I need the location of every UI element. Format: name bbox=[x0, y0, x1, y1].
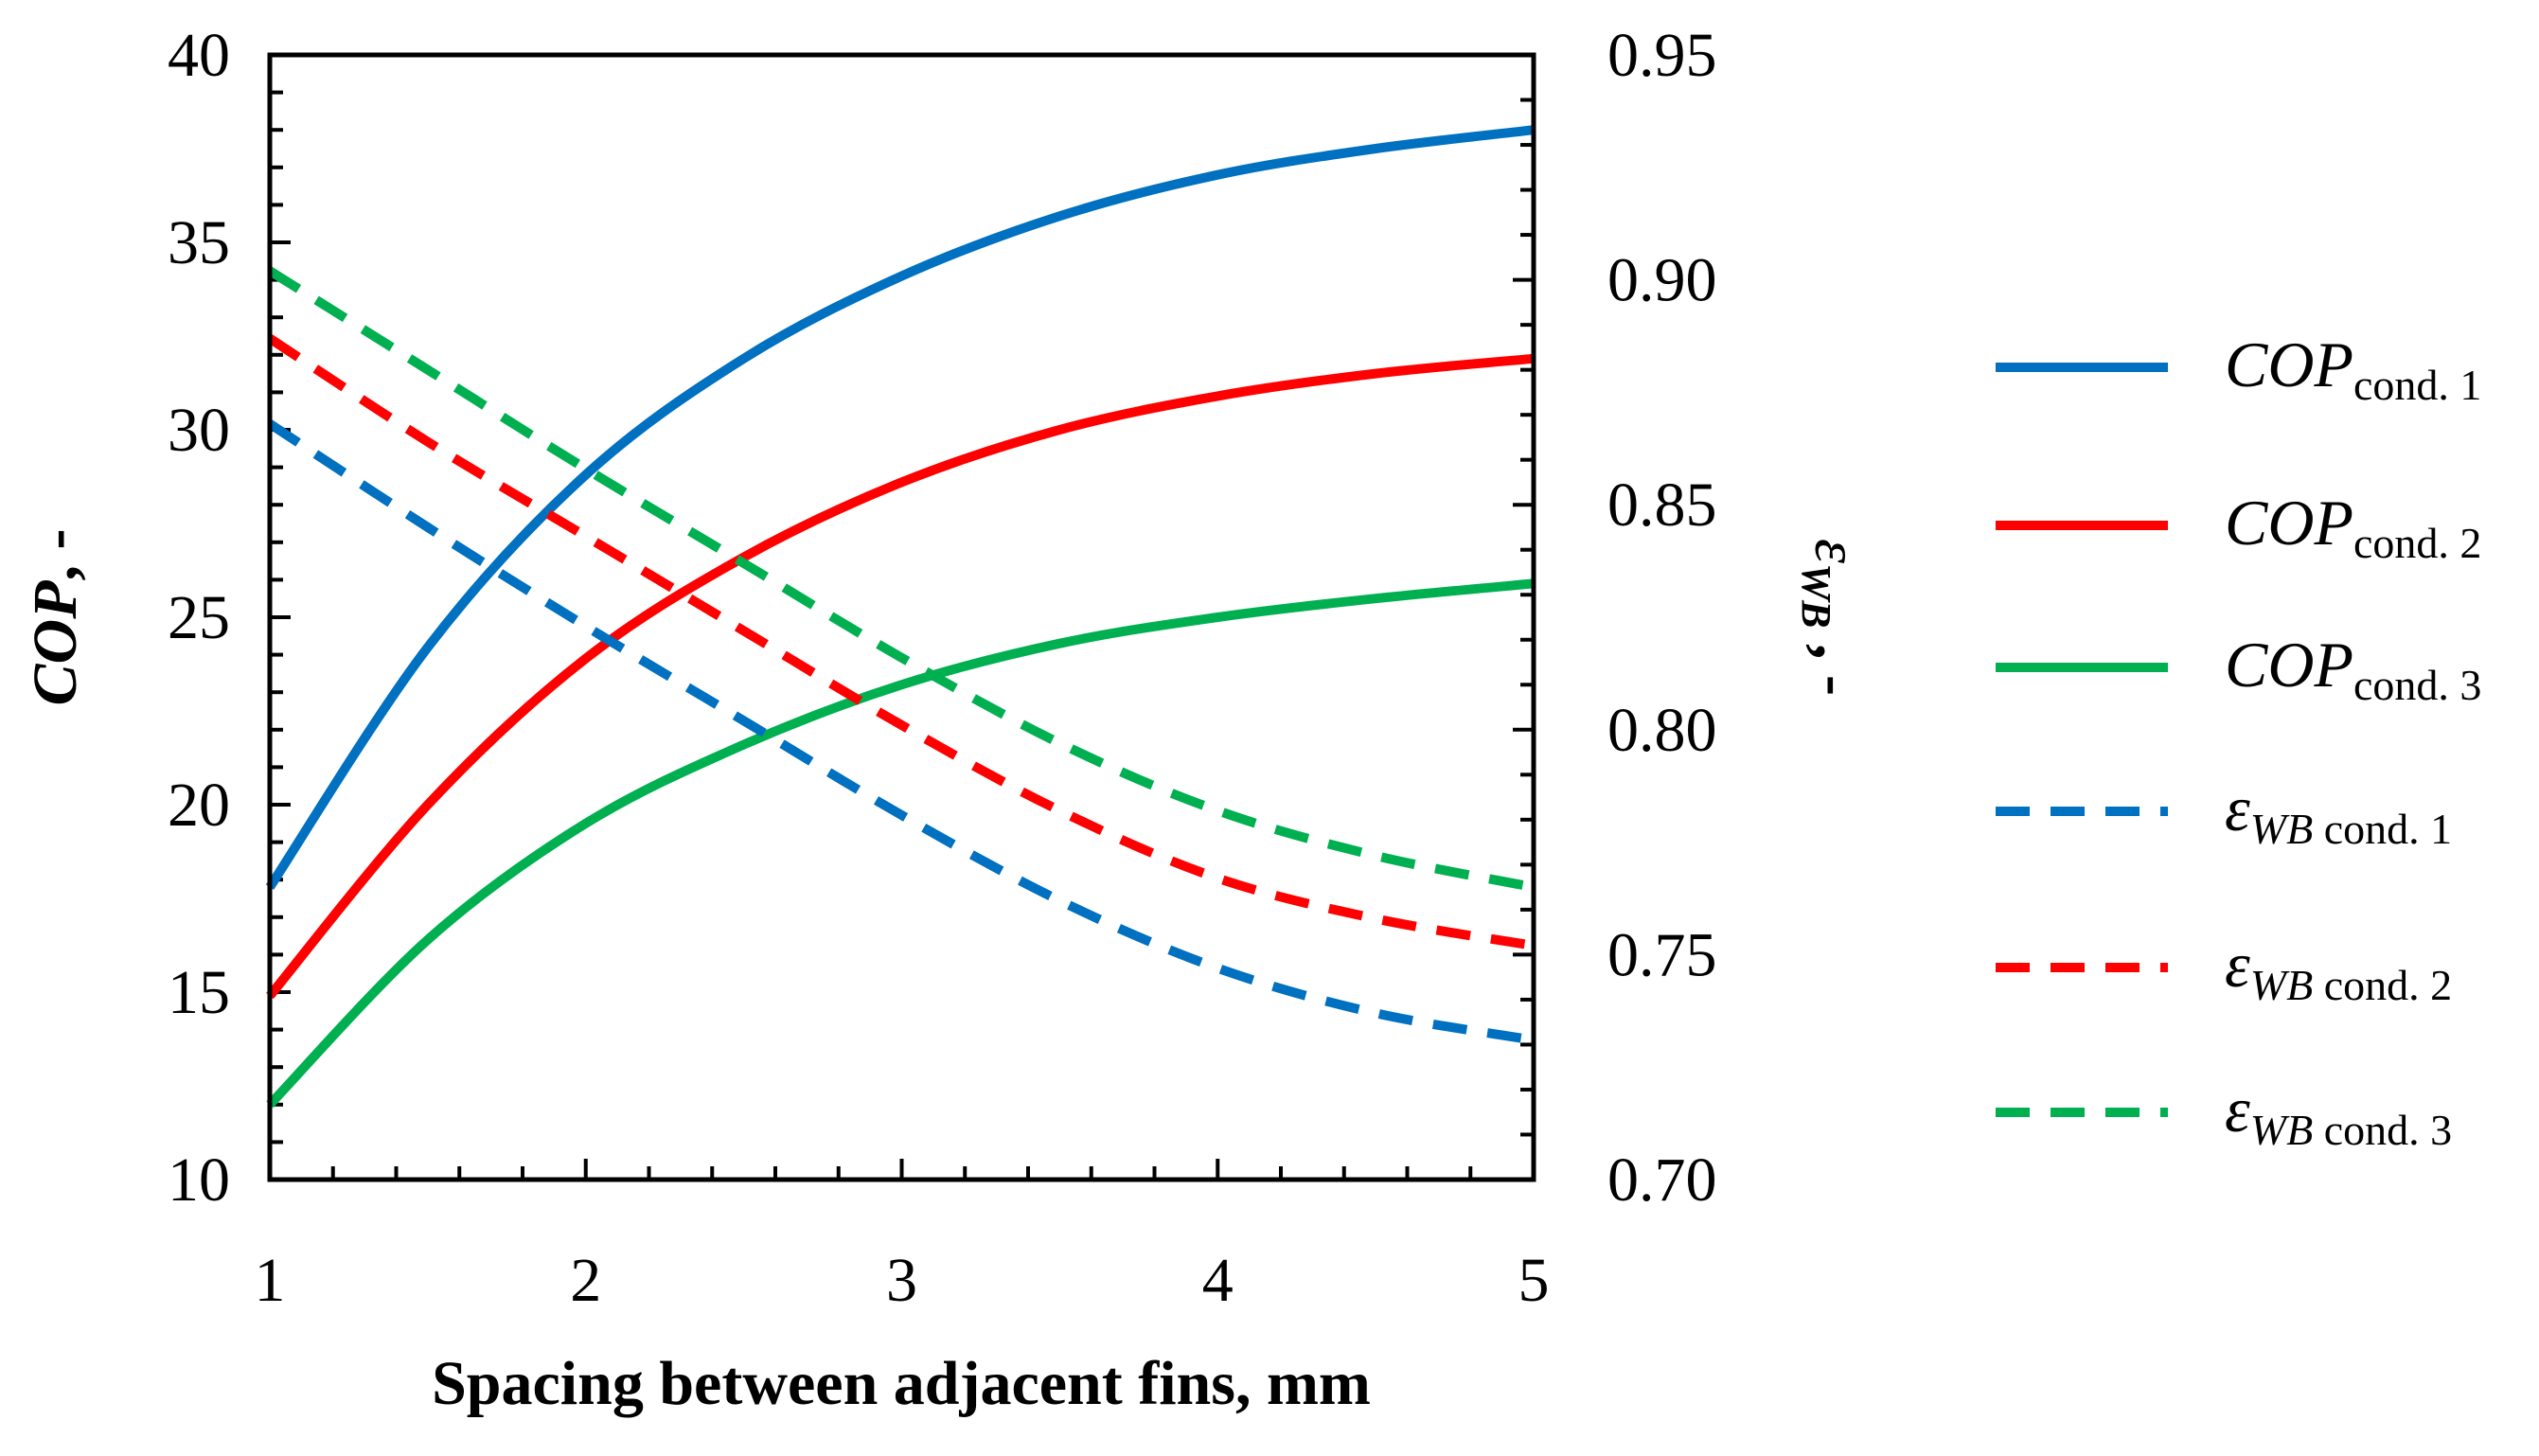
y-axis-left-title: COP, - bbox=[21, 529, 90, 706]
y-right-tick-label: 0.85 bbox=[1607, 471, 1717, 540]
series-line-6 bbox=[267, 266, 1535, 893]
y-right-tick-label: 0.95 bbox=[1607, 21, 1717, 90]
series-line-1 bbox=[265, 125, 1535, 890]
legend-label-5: εWB cond. 2 bbox=[2225, 929, 2452, 1009]
series-layer bbox=[265, 125, 1535, 1109]
y-right-tick-label: 0.90 bbox=[1607, 246, 1717, 315]
legend-label-1: COPcond. 1 bbox=[2225, 328, 2481, 409]
x-axis-title: Spacing between adjacent fins, mm bbox=[432, 1349, 1371, 1418]
legend-label-4: εWB cond. 1 bbox=[2225, 772, 2452, 853]
axis-ticks bbox=[268, 53, 1536, 1181]
y-left-tick-label: 40 bbox=[168, 21, 230, 90]
y-left-tick-label: 10 bbox=[168, 1145, 230, 1215]
x-tick-label: 4 bbox=[1202, 1246, 1234, 1315]
series-line-3 bbox=[266, 578, 1535, 1109]
y-left-tick-label: 30 bbox=[168, 396, 230, 465]
y-left-tick-label: 35 bbox=[168, 208, 230, 277]
series-line-4 bbox=[267, 419, 1535, 1045]
legend-label-3: COPcond. 3 bbox=[2225, 629, 2481, 709]
x-tick-label: 2 bbox=[570, 1246, 601, 1315]
legend-label-6: εWB cond. 3 bbox=[2225, 1074, 2452, 1154]
y-right-tick-label: 0.75 bbox=[1607, 920, 1717, 989]
y-right-title-sub: WB bbox=[1793, 563, 1839, 628]
plot-frame bbox=[267, 52, 1536, 1182]
y-left-tick-label: 25 bbox=[168, 583, 230, 652]
y-right-tick-label: 0.70 bbox=[1607, 1145, 1717, 1215]
legend-label-2: COPcond. 2 bbox=[2225, 487, 2481, 567]
series-line-5 bbox=[267, 334, 1535, 950]
y-axis-right-title: εWB , - bbox=[1793, 539, 1871, 696]
y-left-title-main: COP bbox=[21, 580, 90, 706]
y-left-tick-label: 20 bbox=[168, 771, 230, 840]
legend: COPcond. 1 COPcond. 2 COPcond. 3 εWB cond. … bbox=[1996, 328, 2481, 1154]
x-tick-label: 1 bbox=[255, 1246, 286, 1315]
y-left-title-suffix: , - bbox=[21, 529, 90, 581]
x-tick-label: 3 bbox=[886, 1246, 917, 1315]
y-left-tick-label: 15 bbox=[168, 958, 230, 1027]
x-tick-label: 5 bbox=[1518, 1246, 1550, 1315]
series-line-2 bbox=[266, 353, 1535, 1000]
y-right-tick-label: 0.80 bbox=[1607, 696, 1717, 765]
y-right-title-suffix: , - bbox=[1802, 629, 1871, 696]
y-right-title-main: ε bbox=[1802, 539, 1871, 563]
